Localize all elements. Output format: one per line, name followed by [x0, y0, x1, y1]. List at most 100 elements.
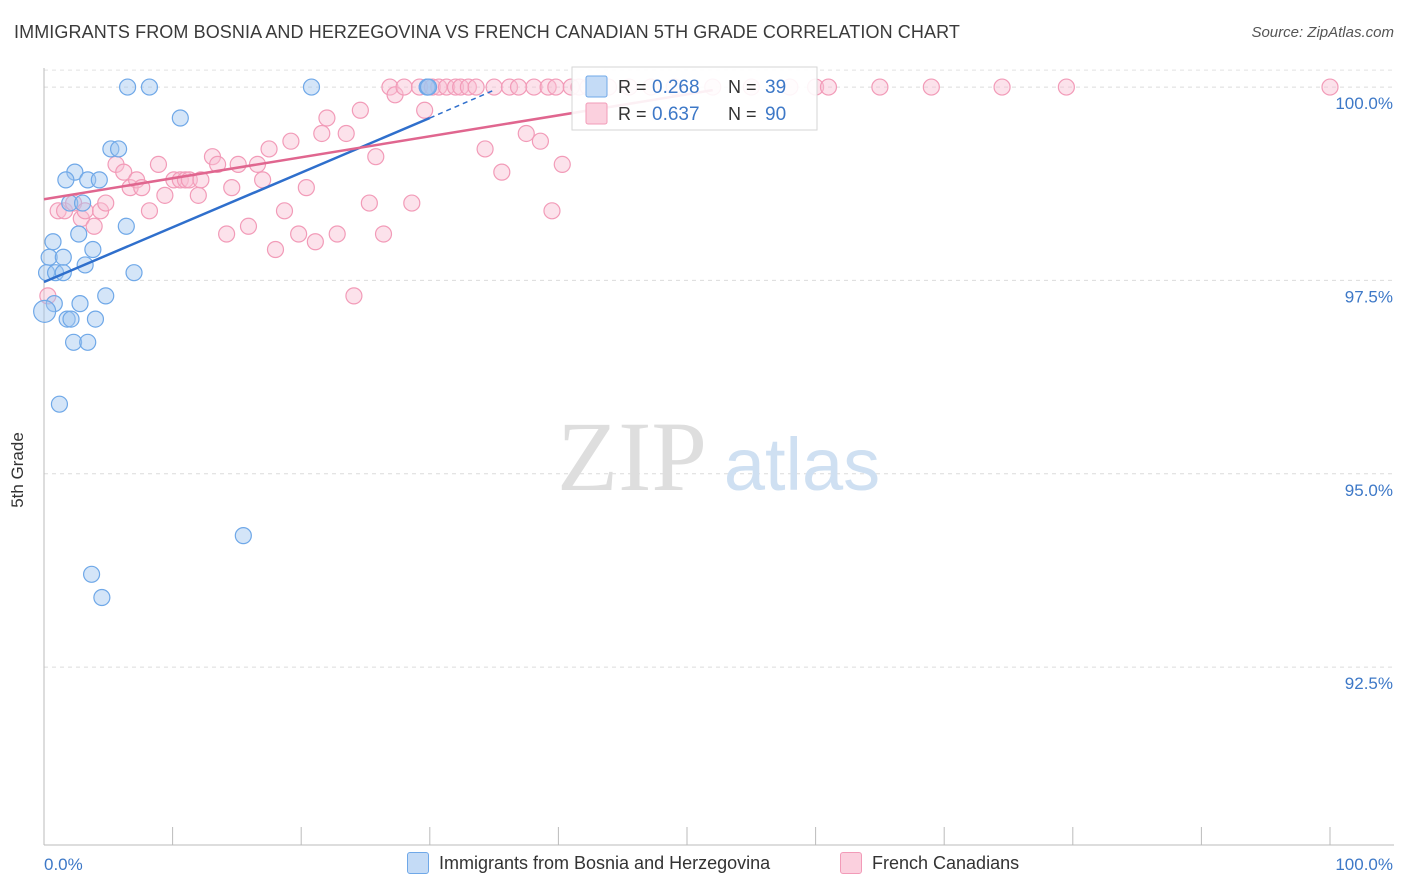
data-point-pink [493, 163, 511, 181]
data-point-blue [84, 240, 102, 259]
data-point-pink [547, 78, 565, 96]
data-point-pink [1057, 78, 1075, 96]
trend-line-blue [43, 116, 431, 284]
data-point-pink [260, 140, 278, 158]
data-point-pink [360, 194, 378, 212]
series-bosnia [33, 78, 438, 607]
data-point-pink [553, 155, 571, 174]
data-point-blue [86, 310, 105, 328]
legend-stats-frame [571, 66, 818, 131]
data-point-pink [374, 225, 393, 243]
legend-stats-swatch [585, 102, 608, 125]
legend-stats-swatch [585, 75, 608, 98]
data-point-pink [313, 124, 331, 143]
data-point-blue [33, 299, 57, 323]
x-tick-labels: 0.0% 100.0% [44, 855, 1393, 874]
data-point-pink [275, 202, 294, 220]
data-point-blue [171, 109, 189, 127]
data-point-pink [403, 194, 421, 212]
data-point-pink [229, 155, 247, 174]
x-tick-label-max: 100.0% [1335, 855, 1393, 874]
data-point-pink [509, 78, 528, 96]
data-point-pink [395, 78, 413, 96]
legend-bottom: Immigrants from Bosnia and Herzegovina F… [0, 852, 1406, 878]
data-point-pink [223, 179, 241, 197]
data-point-pink [239, 217, 258, 235]
data-point-pink [423, 78, 441, 96]
data-point-pink [192, 171, 210, 189]
legend-item-french-canadians: French Canadians [840, 852, 1019, 874]
y-tick-label: 95.0% [1345, 481, 1393, 500]
data-point-pink [115, 163, 133, 181]
legend-n-label: N = [728, 77, 757, 97]
data-point-blue [82, 565, 101, 583]
data-point-pink [467, 78, 485, 96]
data-point-pink [1321, 78, 1339, 96]
data-point-pink [337, 124, 355, 143]
data-point-pink [993, 78, 1011, 96]
data-point-pink [209, 155, 227, 174]
legend-r-value: 0.268 [652, 77, 700, 98]
data-point-pink [531, 132, 549, 150]
data-point-pink [306, 233, 324, 251]
legend-r-label: R = [618, 77, 647, 97]
y-tick-label: 92.5% [1345, 674, 1393, 693]
legend-stats-box: R = 0.268 N = 39 R = 0.637 N = 90 [571, 66, 818, 131]
data-point-blue [90, 171, 108, 189]
data-point-blue [54, 248, 72, 266]
data-point-blue [79, 333, 97, 351]
data-point-pink [543, 202, 561, 220]
data-point-pink [367, 148, 385, 166]
data-point-pink [85, 217, 103, 235]
data-point-blue [64, 333, 83, 351]
legend-swatch-pink [840, 852, 862, 874]
data-point-pink [922, 78, 940, 96]
watermark-zip: ZIP [557, 401, 707, 512]
y-tick-label: 100.0% [1335, 94, 1393, 113]
data-point-pink [446, 78, 465, 96]
data-point-blue [58, 310, 76, 328]
data-point-pink [517, 124, 535, 143]
data-point-pink [290, 225, 308, 243]
data-point-pink [525, 78, 543, 96]
data-point-pink [156, 186, 174, 204]
data-point-pink [819, 78, 838, 96]
gridlines [44, 69, 1394, 668]
data-point-blue [71, 295, 89, 313]
data-point-pink [97, 194, 115, 212]
legend-n-label: N = [728, 104, 757, 124]
data-point-pink [149, 155, 168, 174]
data-point-blue [118, 78, 137, 96]
data-point-pink [351, 101, 369, 119]
data-point-blue [62, 310, 80, 328]
legend-r-value: 0.637 [652, 104, 700, 125]
data-point-pink [318, 109, 336, 127]
data-point-blue [45, 295, 63, 313]
data-point-blue [70, 225, 88, 243]
trend-line-blue-extension [429, 89, 495, 119]
data-point-blue [73, 194, 92, 212]
data-point-blue [50, 395, 69, 413]
data-point-pink [416, 101, 434, 119]
legend-swatch-blue [407, 852, 429, 874]
data-point-blue [57, 171, 75, 189]
data-point-pink [140, 202, 159, 220]
source-label: Source: ZipAtlas.com [1251, 24, 1394, 41]
data-point-pink [189, 186, 207, 204]
legend-n-value: 90 [765, 104, 786, 125]
data-point-blue [93, 588, 111, 607]
data-point-blue [302, 78, 321, 96]
data-point-pink [282, 132, 300, 150]
data-point-blue [125, 264, 143, 282]
data-point-pink [218, 225, 236, 243]
data-point-pink [297, 179, 315, 197]
data-point-pink [345, 287, 363, 305]
legend-item-bosnia: Immigrants from Bosnia and Herzegovina [407, 852, 770, 874]
data-point-blue [44, 233, 62, 251]
data-point-blue [109, 140, 128, 158]
axes [43, 68, 1394, 846]
watermark-atlas: atlas [724, 423, 880, 506]
y-tick-label: 97.5% [1345, 287, 1393, 306]
data-point-blue [234, 527, 252, 545]
